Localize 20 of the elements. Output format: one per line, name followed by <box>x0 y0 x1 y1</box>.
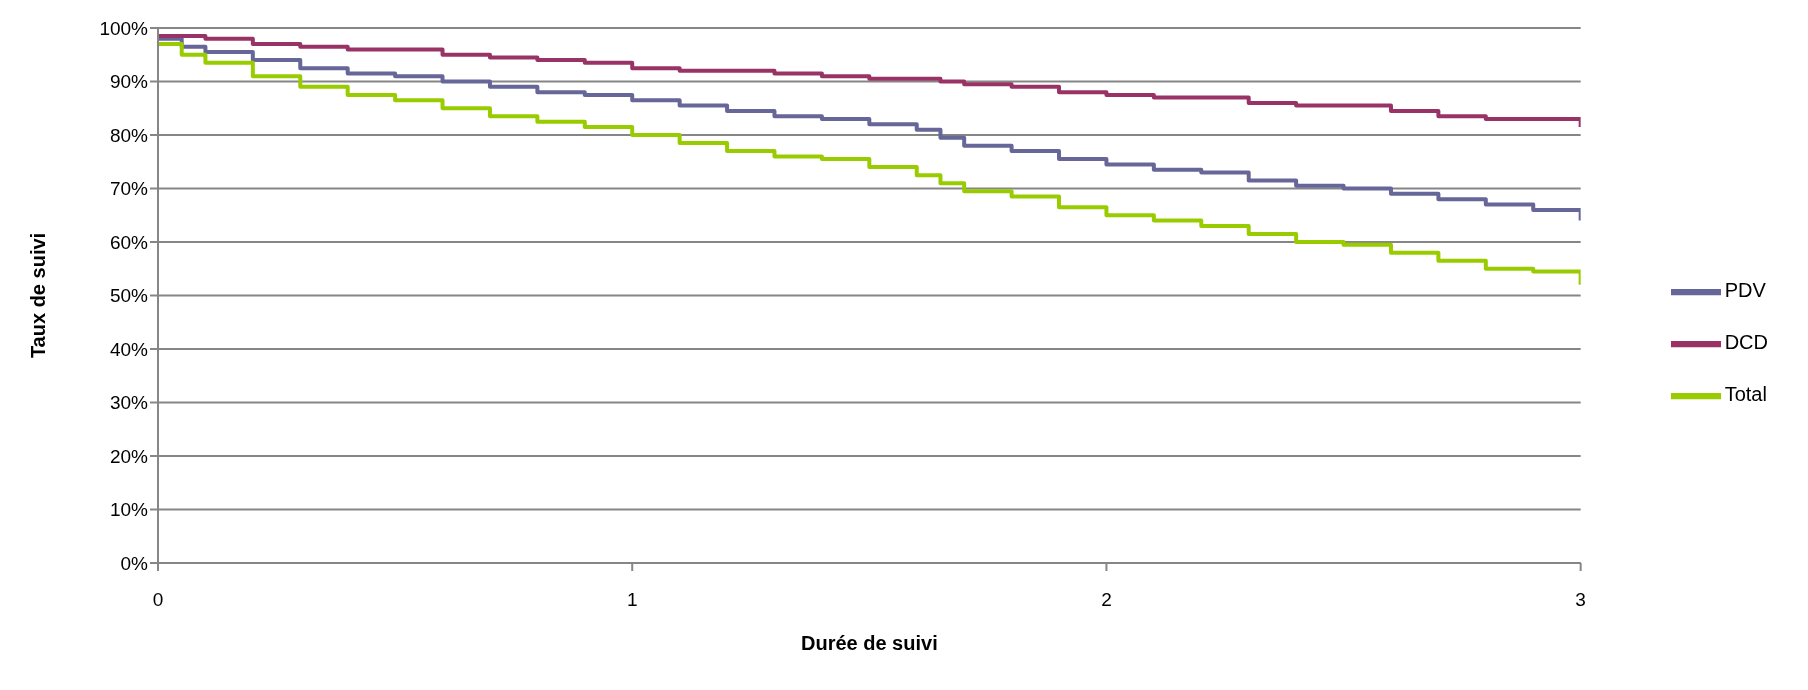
y-tick-label: 30% <box>109 392 149 414</box>
x-tick-label: 1 <box>626 589 638 611</box>
x-tick-label: 0 <box>152 589 164 611</box>
y-tick-label: 70% <box>109 178 149 200</box>
x-axis-title: Durée de suivi <box>800 632 938 654</box>
y-tick-label: 20% <box>109 445 149 467</box>
x-tick-label: 3 <box>1575 589 1586 611</box>
y-tick-label: 100% <box>99 17 149 39</box>
y-tick-label: 90% <box>109 71 149 93</box>
legend-label: PDV <box>1724 279 1766 302</box>
y-tick-label: 10% <box>109 499 149 521</box>
y-tick-label: 0% <box>120 552 149 574</box>
y-tick-label: 50% <box>109 285 149 307</box>
y-tick-label: 60% <box>109 231 149 253</box>
legend-label: DCD <box>1724 331 1768 354</box>
y-axis-title: Taux de suivi <box>27 232 50 359</box>
y-tick-label: 40% <box>109 338 149 360</box>
x-tick-label: 2 <box>1101 589 1112 611</box>
legend-label: Total <box>1724 382 1767 405</box>
y-tick-label: 80% <box>109 124 149 146</box>
